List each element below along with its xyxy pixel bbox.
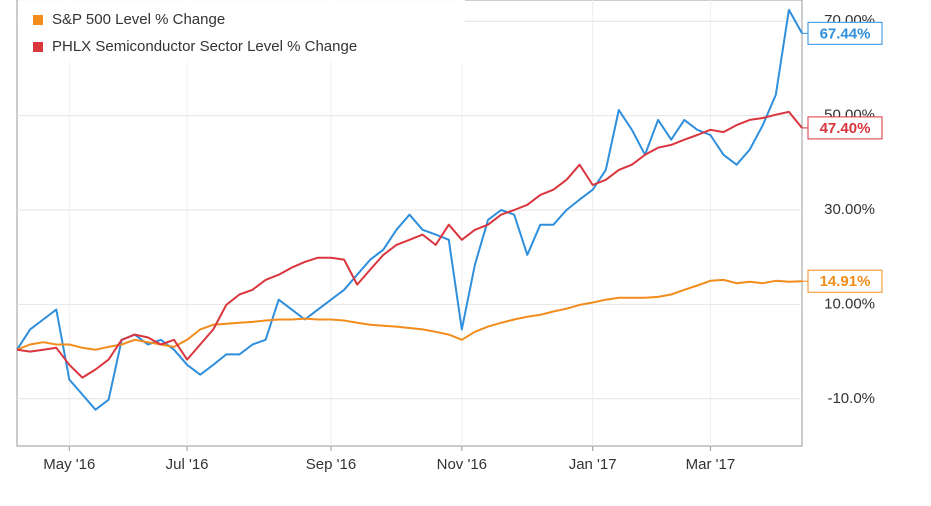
x-tick-label: Jan '17 [569,456,617,473]
y-tick-label: 10.00% [824,295,875,312]
x-tick-label: Mar '17 [686,456,736,473]
end-label-box [807,21,883,45]
x-tick-label: May '16 [43,456,95,473]
end-label-box [807,269,883,293]
legend-label: S&P 500 Level % Change [52,11,225,28]
legend-label: PHLX Semiconductor Sector Level % Change [52,38,357,55]
end-label: 67.44% [820,25,871,42]
legend-box [18,0,465,62]
x-tick-label: Jul '16 [166,456,209,473]
legend-swatch [33,42,43,52]
line-series [16,278,803,351]
line-series [16,8,803,411]
end-label: 47.40% [820,120,871,137]
end-label-box [807,116,883,140]
y-tick-label: -10.0% [827,390,875,407]
y-tick-label: 30.00% [824,201,875,218]
end-label: 14.91% [820,273,871,290]
plot-area [16,0,803,447]
line-series [16,110,803,379]
x-tick-label: Sep '16 [306,456,356,473]
legend-swatch [33,15,43,25]
x-tick-label: Nov '16 [437,456,487,473]
